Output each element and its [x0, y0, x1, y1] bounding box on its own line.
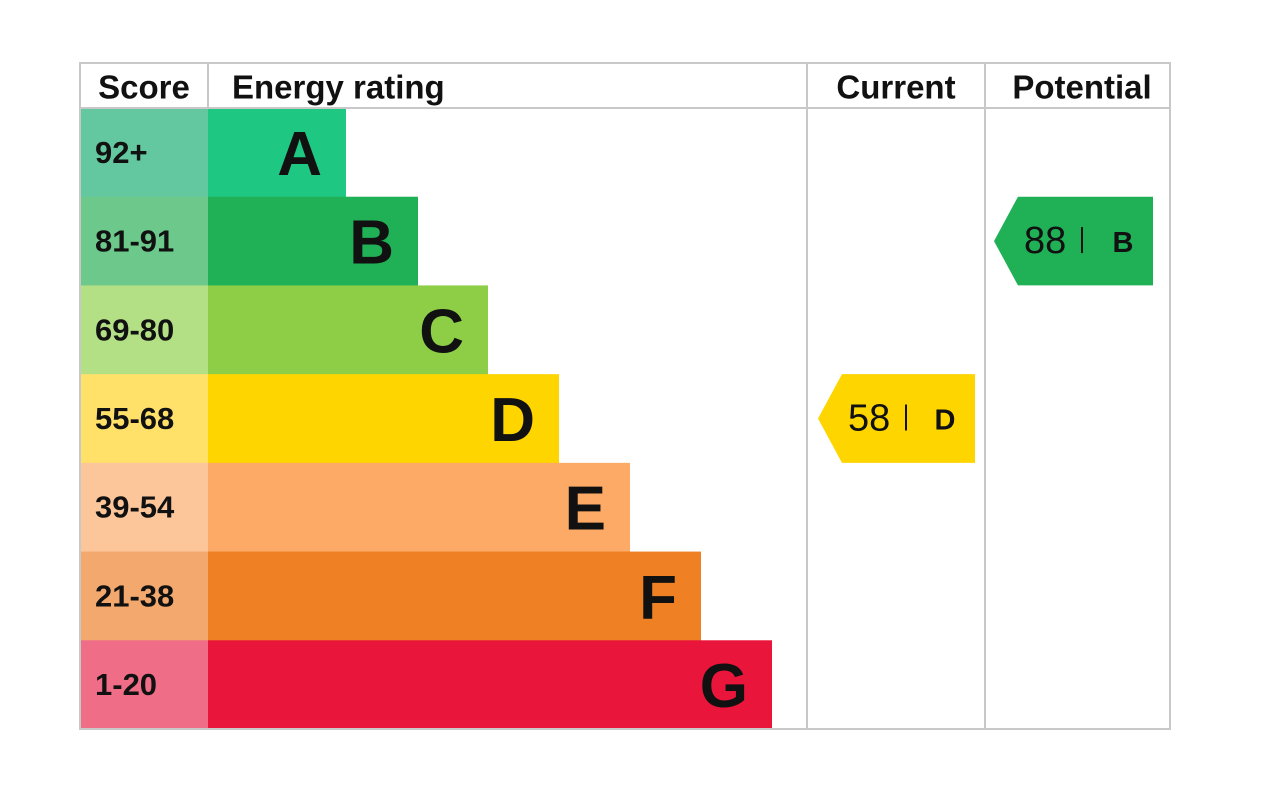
score-range: 55-68: [95, 401, 174, 436]
rating-bar: [208, 374, 559, 464]
rating-letter: B: [349, 209, 394, 278]
score-cell: [80, 640, 208, 730]
rating-bar: [208, 462, 630, 553]
arrow-score: 58: [848, 398, 890, 440]
rating-arrow: [818, 374, 975, 463]
rating-letter: D: [490, 386, 535, 455]
arrow-score: 88: [1024, 220, 1066, 262]
rating-bar: [208, 640, 772, 730]
score-cell: [80, 108, 208, 198]
rating-letter: A: [277, 120, 322, 189]
score-range: 92+: [95, 135, 148, 170]
rating-bar: [208, 285, 488, 375]
score-range: 21-38: [95, 578, 174, 613]
rating-arrow: [994, 196, 1153, 286]
rating-bar: [208, 108, 346, 198]
score-cell: [80, 462, 208, 553]
header: Energy rating: [232, 69, 445, 106]
rating-letter: G: [700, 652, 748, 721]
score-cell: [80, 285, 208, 375]
table-grid: [79, 62, 1171, 730]
rating-letter: E: [565, 475, 606, 544]
header: Score: [98, 69, 190, 106]
score-range: 81-91: [95, 224, 174, 259]
header: Potential: [1012, 69, 1151, 106]
score-cell: [80, 551, 208, 641]
score-range: 1-20: [95, 667, 157, 702]
cells: 92+ A 81-91 B 69-80 C 55-68 D 39-54 E 21-38 F 1-20 G: [80, 108, 772, 730]
arrow-letter: B: [1113, 227, 1134, 259]
rating-letter: F: [639, 563, 677, 632]
rating-bar: [208, 551, 701, 641]
score-cell: [80, 374, 208, 464]
rating-letter: C: [419, 297, 464, 366]
arrow-letter: D: [935, 405, 956, 437]
rating-bar: [208, 196, 418, 286]
score-range: 39-54: [95, 490, 175, 525]
header: Current: [836, 69, 955, 106]
score-cell: [80, 196, 208, 286]
score-range: 69-80: [95, 312, 174, 347]
